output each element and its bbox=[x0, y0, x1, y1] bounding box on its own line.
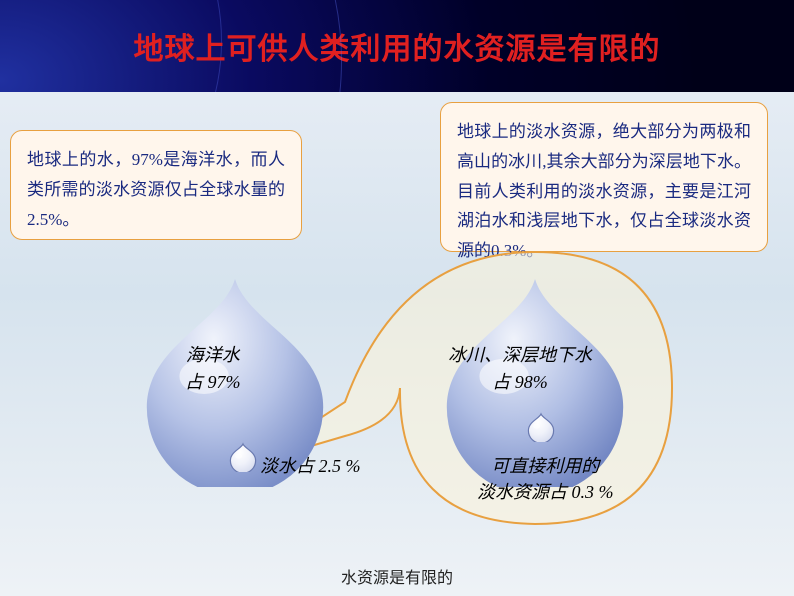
caption-text: 水资源是有限的 bbox=[341, 570, 453, 587]
small2-line2: 淡水资源占 0.3 % bbox=[477, 482, 614, 502]
slide-content: 地球上的水，97%是海洋水，而人类所需的淡水资源仅占全球水量的2.5%。 地球上… bbox=[0, 92, 794, 596]
caption: 水资源是有限的 bbox=[0, 564, 794, 588]
drop-freshwater-line2: 占 98% bbox=[492, 372, 548, 392]
small-drop-usable-label: 可直接利用的 淡水资源占 0.3 % bbox=[477, 452, 614, 504]
drop-freshwater-label: 冰川、深层地下水 占 98% bbox=[448, 342, 592, 396]
drop-freshwater-line1: 冰川、深层地下水 bbox=[448, 345, 592, 365]
drop-ocean-line1: 海洋水 bbox=[186, 345, 240, 365]
callout-right-text: 地球上的淡水资源，绝大部分为两极和高山的冰川,其余大部分为深层地下水。目前人类利… bbox=[457, 122, 751, 260]
drop-ocean-line2: 占 97% bbox=[185, 372, 241, 392]
callout-left-text: 地球上的水，97%是海洋水，而人类所需的淡水资源仅占全球水量的2.5%。 bbox=[27, 150, 285, 229]
small2-line1: 可直接利用的 bbox=[491, 456, 599, 476]
drop-ocean-label: 海洋水 占 97% bbox=[185, 342, 241, 396]
small-drop-usable bbox=[526, 412, 556, 447]
small1-text: 淡水占 2.5 % bbox=[260, 456, 361, 476]
small-drop-freshwater-label: 淡水占 2.5 % bbox=[260, 452, 361, 478]
callout-right: 地球上的淡水资源，绝大部分为两极和高山的冰川,其余大部分为深层地下水。目前人类利… bbox=[440, 102, 768, 252]
slide-title: 地球上可供人类利用的水资源是有限的 bbox=[0, 24, 794, 68]
title-text: 地球上可供人类利用的水资源是有限的 bbox=[134, 33, 661, 66]
small-drop-freshwater bbox=[228, 442, 258, 477]
callout-left: 地球上的水，97%是海洋水，而人类所需的淡水资源仅占全球水量的2.5%。 bbox=[10, 130, 302, 240]
slide-header: 地球上可供人类利用的水资源是有限的 bbox=[0, 0, 794, 92]
